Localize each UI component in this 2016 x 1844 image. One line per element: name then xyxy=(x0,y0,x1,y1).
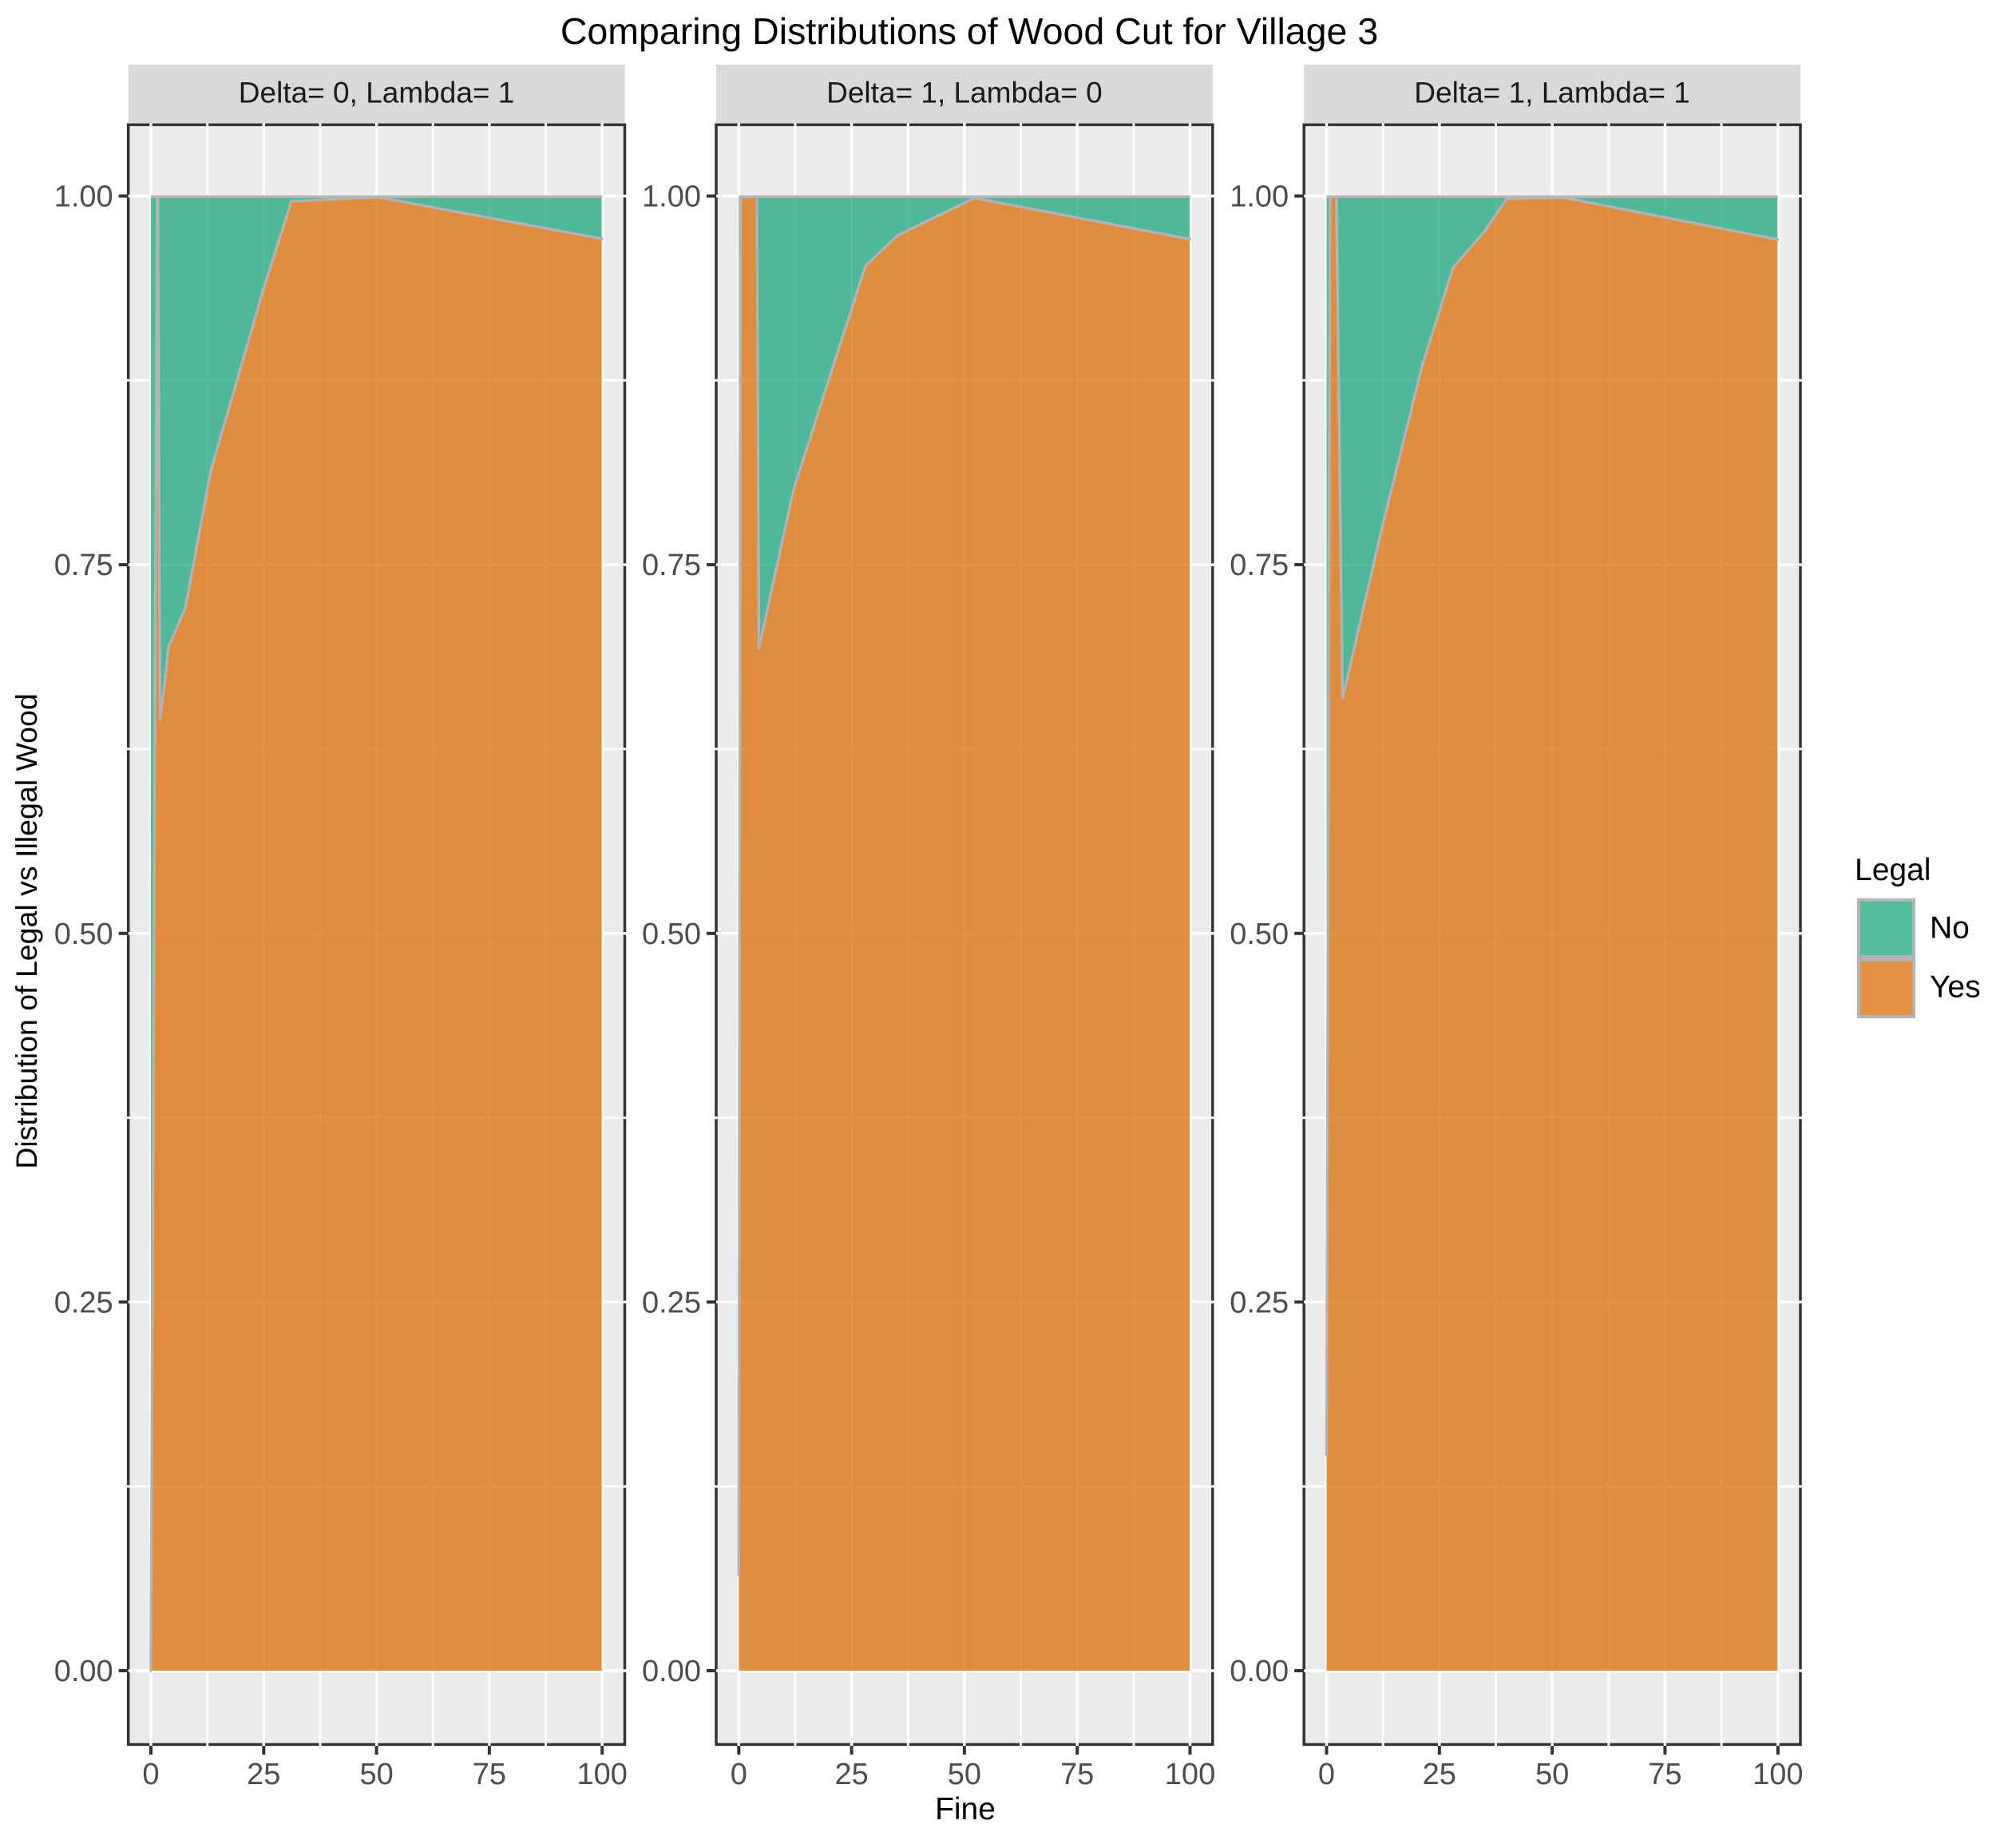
svg-text:75: 75 xyxy=(1060,1758,1094,1791)
svg-text:100: 100 xyxy=(1165,1758,1215,1791)
svg-text:0.50: 0.50 xyxy=(642,918,701,951)
svg-text:0.75: 0.75 xyxy=(1230,549,1289,582)
svg-text:Delta= 0, Lambda= 1: Delta= 0, Lambda= 1 xyxy=(239,77,515,109)
svg-text:Comparing Distributions of Woo: Comparing Distributions of Wood Cut for … xyxy=(560,10,1378,52)
svg-text:100: 100 xyxy=(1753,1758,1803,1791)
svg-text:0: 0 xyxy=(731,1758,747,1791)
svg-text:0.75: 0.75 xyxy=(54,549,113,582)
svg-text:0.50: 0.50 xyxy=(1230,918,1289,951)
svg-text:0.00: 0.00 xyxy=(54,1655,113,1688)
svg-text:Fine: Fine xyxy=(935,1792,996,1826)
svg-text:0.00: 0.00 xyxy=(1230,1655,1289,1688)
svg-text:50: 50 xyxy=(1535,1758,1569,1791)
svg-text:25: 25 xyxy=(247,1758,280,1791)
svg-text:0.25: 0.25 xyxy=(54,1286,113,1319)
svg-text:1.00: 1.00 xyxy=(1230,180,1289,214)
svg-text:1.00: 1.00 xyxy=(642,180,701,214)
svg-text:0: 0 xyxy=(1318,1758,1335,1791)
svg-text:25: 25 xyxy=(834,1758,868,1791)
svg-text:75: 75 xyxy=(473,1758,506,1791)
svg-text:Yes: Yes xyxy=(1930,970,1981,1005)
svg-text:0.25: 0.25 xyxy=(1230,1286,1289,1319)
svg-text:Legal: Legal xyxy=(1855,853,1931,887)
svg-text:75: 75 xyxy=(1648,1758,1681,1791)
svg-text:25: 25 xyxy=(1423,1758,1456,1791)
svg-text:0.25: 0.25 xyxy=(642,1286,701,1319)
svg-text:0.00: 0.00 xyxy=(642,1655,701,1688)
svg-text:0: 0 xyxy=(142,1758,159,1791)
svg-text:100: 100 xyxy=(576,1758,627,1791)
svg-text:50: 50 xyxy=(948,1758,981,1791)
svg-text:0.50: 0.50 xyxy=(54,918,113,951)
svg-text:No: No xyxy=(1930,911,1970,946)
svg-text:Delta= 1, Lambda= 0: Delta= 1, Lambda= 0 xyxy=(826,77,1103,109)
svg-text:1.00: 1.00 xyxy=(54,180,113,214)
svg-text:Delta= 1, Lambda= 1: Delta= 1, Lambda= 1 xyxy=(1414,77,1690,109)
svg-text:50: 50 xyxy=(359,1758,393,1791)
svg-text:0.75: 0.75 xyxy=(642,549,701,582)
svg-text:Distribution of Legal vs Illeg: Distribution of Legal vs Illegal Wood xyxy=(10,693,43,1168)
